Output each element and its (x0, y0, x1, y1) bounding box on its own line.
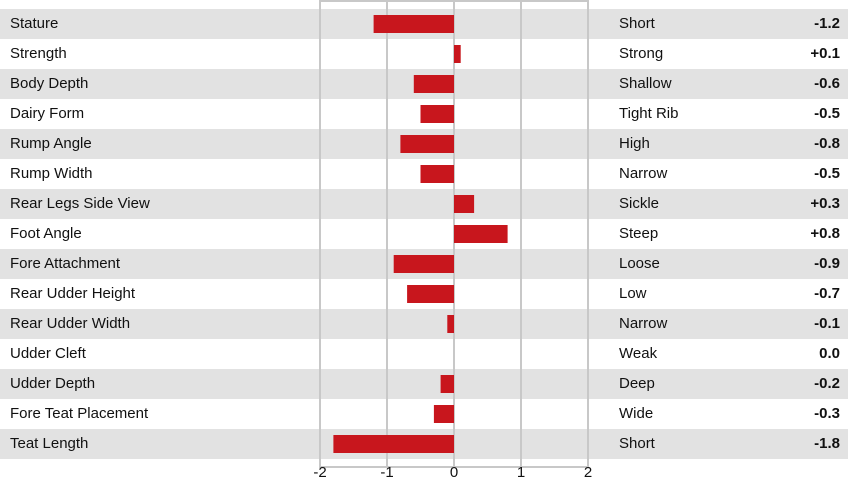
trait-row: Udder Depth Deep -0.2 (0, 369, 848, 399)
trait-descriptor: Wide (619, 405, 654, 422)
trait-descriptor: Loose (619, 255, 660, 272)
trait-row: Fore Teat Placement Wide -0.3 (0, 399, 848, 429)
bar (454, 195, 475, 213)
trait-label: Rump Width (10, 165, 93, 182)
bar (373, 15, 454, 33)
trait-value-label: -1.2 (814, 15, 840, 32)
trait-label: Foot Angle (10, 225, 82, 242)
trait-row: Foot Angle Steep +0.8 (0, 219, 848, 249)
trait-value-label: -0.6 (814, 75, 840, 92)
trait-descriptor: Shallow (619, 75, 672, 92)
trait-label: Teat Length (10, 435, 89, 452)
bar (447, 315, 454, 333)
trait-label: Rear Legs Side View (10, 195, 150, 212)
trait-row: Udder Cleft Weak 0.0 (0, 339, 848, 369)
trait-row: Rump Width Narrow -0.5 (0, 159, 848, 189)
trait-descriptor: Narrow (619, 315, 668, 332)
trait-label: Body Depth (10, 75, 89, 92)
trait-row: Teat Length Short -1.8 (0, 429, 848, 459)
x-tick-label: -2 (313, 464, 327, 481)
trait-value-label: -0.7 (814, 285, 840, 302)
trait-value-label: -0.5 (814, 105, 840, 122)
trait-row: Rear Legs Side View Sickle +0.3 (0, 189, 848, 219)
trait-value-label: +0.3 (810, 195, 840, 212)
trait-row: Strength Strong +0.1 (0, 39, 848, 69)
trait-label: Stature (10, 15, 59, 32)
trait-row: Dairy Form Tight Rib -0.5 (0, 99, 848, 129)
bar (333, 435, 454, 453)
bar (454, 45, 461, 63)
trait-value-label: -0.5 (814, 165, 840, 182)
bar (440, 375, 454, 393)
trait-row: Rear Udder Width Narrow -0.1 (0, 309, 848, 339)
trait-descriptor: Short (619, 435, 655, 452)
trait-descriptor: Tight Rib (619, 105, 679, 122)
trait-label: Fore Teat Placement (10, 405, 149, 422)
trait-descriptor: Deep (619, 375, 655, 392)
trait-label: Udder Cleft (10, 345, 86, 362)
bar (420, 165, 454, 183)
trait-descriptor: Sickle (619, 195, 660, 212)
x-tick-label: 2 (583, 464, 593, 481)
x-tick-label: 0 (449, 464, 459, 481)
trait-descriptor: Low (619, 285, 647, 302)
trait-descriptor: Short (619, 15, 655, 32)
trait-value-label: +0.8 (810, 225, 840, 242)
bar (407, 285, 454, 303)
trait-descriptor: Narrow (619, 165, 668, 182)
trait-value-label: -1.8 (814, 435, 840, 452)
trait-label: Fore Attachment (10, 255, 121, 272)
trait-value-label: 0.0 (819, 345, 840, 362)
bar (433, 405, 454, 423)
trait-label: Rear Udder Width (10, 315, 131, 332)
trait-value-label: -0.2 (814, 375, 840, 392)
trait-descriptor: High (619, 135, 650, 152)
trait-label: Dairy Form (10, 105, 85, 122)
trait-label: Udder Depth (10, 375, 96, 392)
trait-descriptor: Steep (619, 225, 659, 242)
trait-value-label: -0.3 (814, 405, 840, 422)
trait-label: Rear Udder Height (10, 285, 136, 302)
bar (400, 135, 454, 153)
x-tick-label: -1 (380, 464, 394, 481)
trait-label: Rump Angle (10, 135, 92, 152)
trait-value-label: -0.1 (814, 315, 840, 332)
bar (420, 105, 454, 123)
bar (413, 75, 454, 93)
trait-value-label: -0.9 (814, 255, 840, 272)
bar (393, 255, 454, 273)
trait-label: Strength (10, 45, 67, 62)
trait-value-label: -0.8 (814, 135, 840, 152)
trait-descriptor: Weak (619, 345, 658, 362)
trait-row: Rear Udder Height Low -0.7 (0, 279, 848, 309)
x-tick-label: 1 (516, 464, 526, 481)
trait-descriptor: Strong (619, 45, 664, 62)
trait-value-label: +0.1 (810, 45, 840, 62)
bar (454, 225, 508, 243)
